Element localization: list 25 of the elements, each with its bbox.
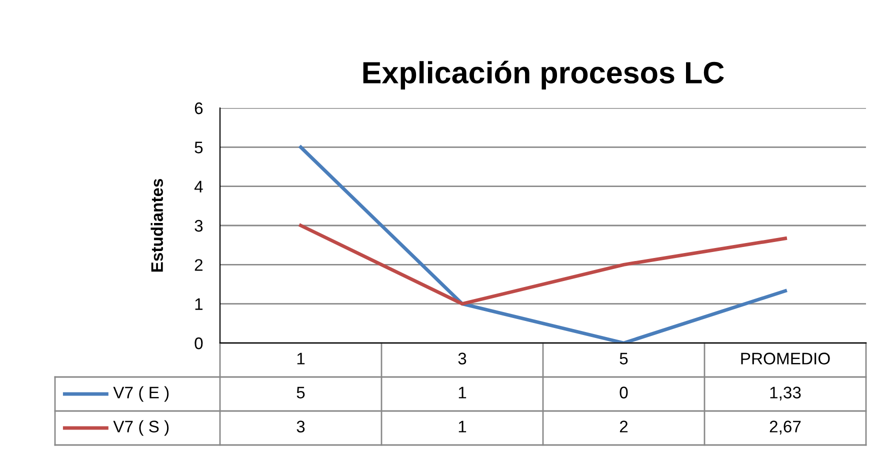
y-tick-label: 2 xyxy=(194,259,202,271)
data-label: 1,33 xyxy=(770,386,801,400)
data-label: 2,67 xyxy=(770,420,801,434)
data-label: 1 xyxy=(458,420,466,432)
line-series xyxy=(299,145,787,343)
y-tick-label: 0 xyxy=(194,337,203,350)
data-label: 5 xyxy=(296,386,305,398)
legend-label: V7 ( E ) xyxy=(113,386,169,402)
x-tick-label: 1 xyxy=(297,352,305,364)
data-label: 0 xyxy=(620,386,628,398)
y-tick-label: 5 xyxy=(194,142,203,154)
data-label: 3 xyxy=(296,420,305,432)
y-tick-label: 4 xyxy=(194,180,203,192)
data-label: 1 xyxy=(458,386,466,398)
chart-title: Explicación procesos LC xyxy=(363,60,724,90)
x-tick-label: 5 xyxy=(620,352,628,364)
legend-label: V7 ( S ) xyxy=(113,420,169,436)
data-label: 2 xyxy=(620,420,628,432)
y-tick-label: 6 xyxy=(194,102,203,114)
x-tick-label: 3 xyxy=(458,352,466,364)
y-axis-title: Estudiantes xyxy=(150,178,163,272)
y-tick-label: 3 xyxy=(194,220,203,232)
x-tick-label: PROMEDIO xyxy=(741,352,830,364)
y-tick-label: 1 xyxy=(195,298,203,310)
line-series xyxy=(299,224,787,306)
